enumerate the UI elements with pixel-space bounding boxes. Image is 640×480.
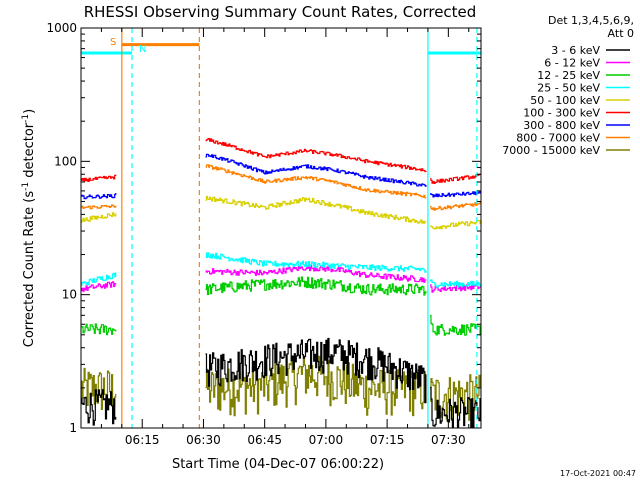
annotation-n: N xyxy=(139,44,146,55)
y-axis-label-sup2: -1 xyxy=(21,114,31,123)
footer-date: 17-Oct-2021 00:47 xyxy=(560,469,636,478)
x-tick-label-2: 06:45 xyxy=(247,433,282,447)
axes xyxy=(80,27,482,429)
y-axis-label-mid: detector xyxy=(22,122,37,182)
y-axis-label: Corrected Count Rate (s-1 detector-1) xyxy=(21,109,37,347)
legend-label-7: 800 - 7000 keV xyxy=(516,132,600,145)
series-line-0 xyxy=(81,337,481,428)
y-axis-label-main: Corrected Count Rate (s xyxy=(22,191,37,348)
y-tick-label-2: 100 xyxy=(54,154,77,168)
annotations: S N xyxy=(110,37,146,55)
series-line-1 xyxy=(81,264,481,293)
y-axis-label-end: ) xyxy=(22,109,37,114)
legend-label-3: 25 - 50 keV xyxy=(537,82,600,95)
series-line-6 xyxy=(81,153,481,200)
legend-header-2: Att 0 xyxy=(608,27,634,40)
x-tick-label-4: 07:15 xyxy=(370,433,405,447)
series-line-3 xyxy=(81,252,481,288)
legend-label-2: 12 - 25 keV xyxy=(537,69,600,82)
y-tick-label-3: 1000 xyxy=(46,21,77,35)
legend-label-5: 100 - 300 keV xyxy=(523,107,600,120)
legend-label-6: 300 - 800 keV xyxy=(523,119,600,132)
plot-area xyxy=(81,28,481,428)
legend-label-8: 7000 - 15000 keV xyxy=(502,144,600,157)
legend-label-4: 50 - 100 keV xyxy=(530,94,600,107)
chart-title: RHESSI Observing Summary Count Rates, Co… xyxy=(84,3,477,21)
x-axis-label: Start Time (04-Dec-07 06:00:22) xyxy=(172,457,384,472)
annotation-s: S xyxy=(110,37,116,48)
series-line-2 xyxy=(81,276,481,336)
x-tick-label-1: 06:30 xyxy=(186,433,221,447)
y-axis-label-sup1: -1 xyxy=(21,182,31,191)
x-tick-label-0: 06:15 xyxy=(125,433,160,447)
x-tick-label-5: 07:30 xyxy=(431,433,466,447)
y-tick-label-1: 10 xyxy=(62,288,77,302)
legend-label-0: 3 - 6 keV xyxy=(551,44,600,57)
series-line-5 xyxy=(81,138,481,184)
x-tick-label-3: 07:00 xyxy=(309,433,344,447)
tick-labels: 1 10 100 1000 06:15 06:30 06:45 07:00 07:15 07:30 xyxy=(46,21,465,447)
series-line-4 xyxy=(81,195,481,230)
legend-header-1: Det 1,3,4,5,6,9, xyxy=(548,14,634,27)
series-line-7 xyxy=(81,164,481,211)
plot-frame xyxy=(80,27,482,429)
y-tick-label-0: 1 xyxy=(69,421,77,435)
legend-label-1: 6 - 12 keV xyxy=(544,57,600,70)
